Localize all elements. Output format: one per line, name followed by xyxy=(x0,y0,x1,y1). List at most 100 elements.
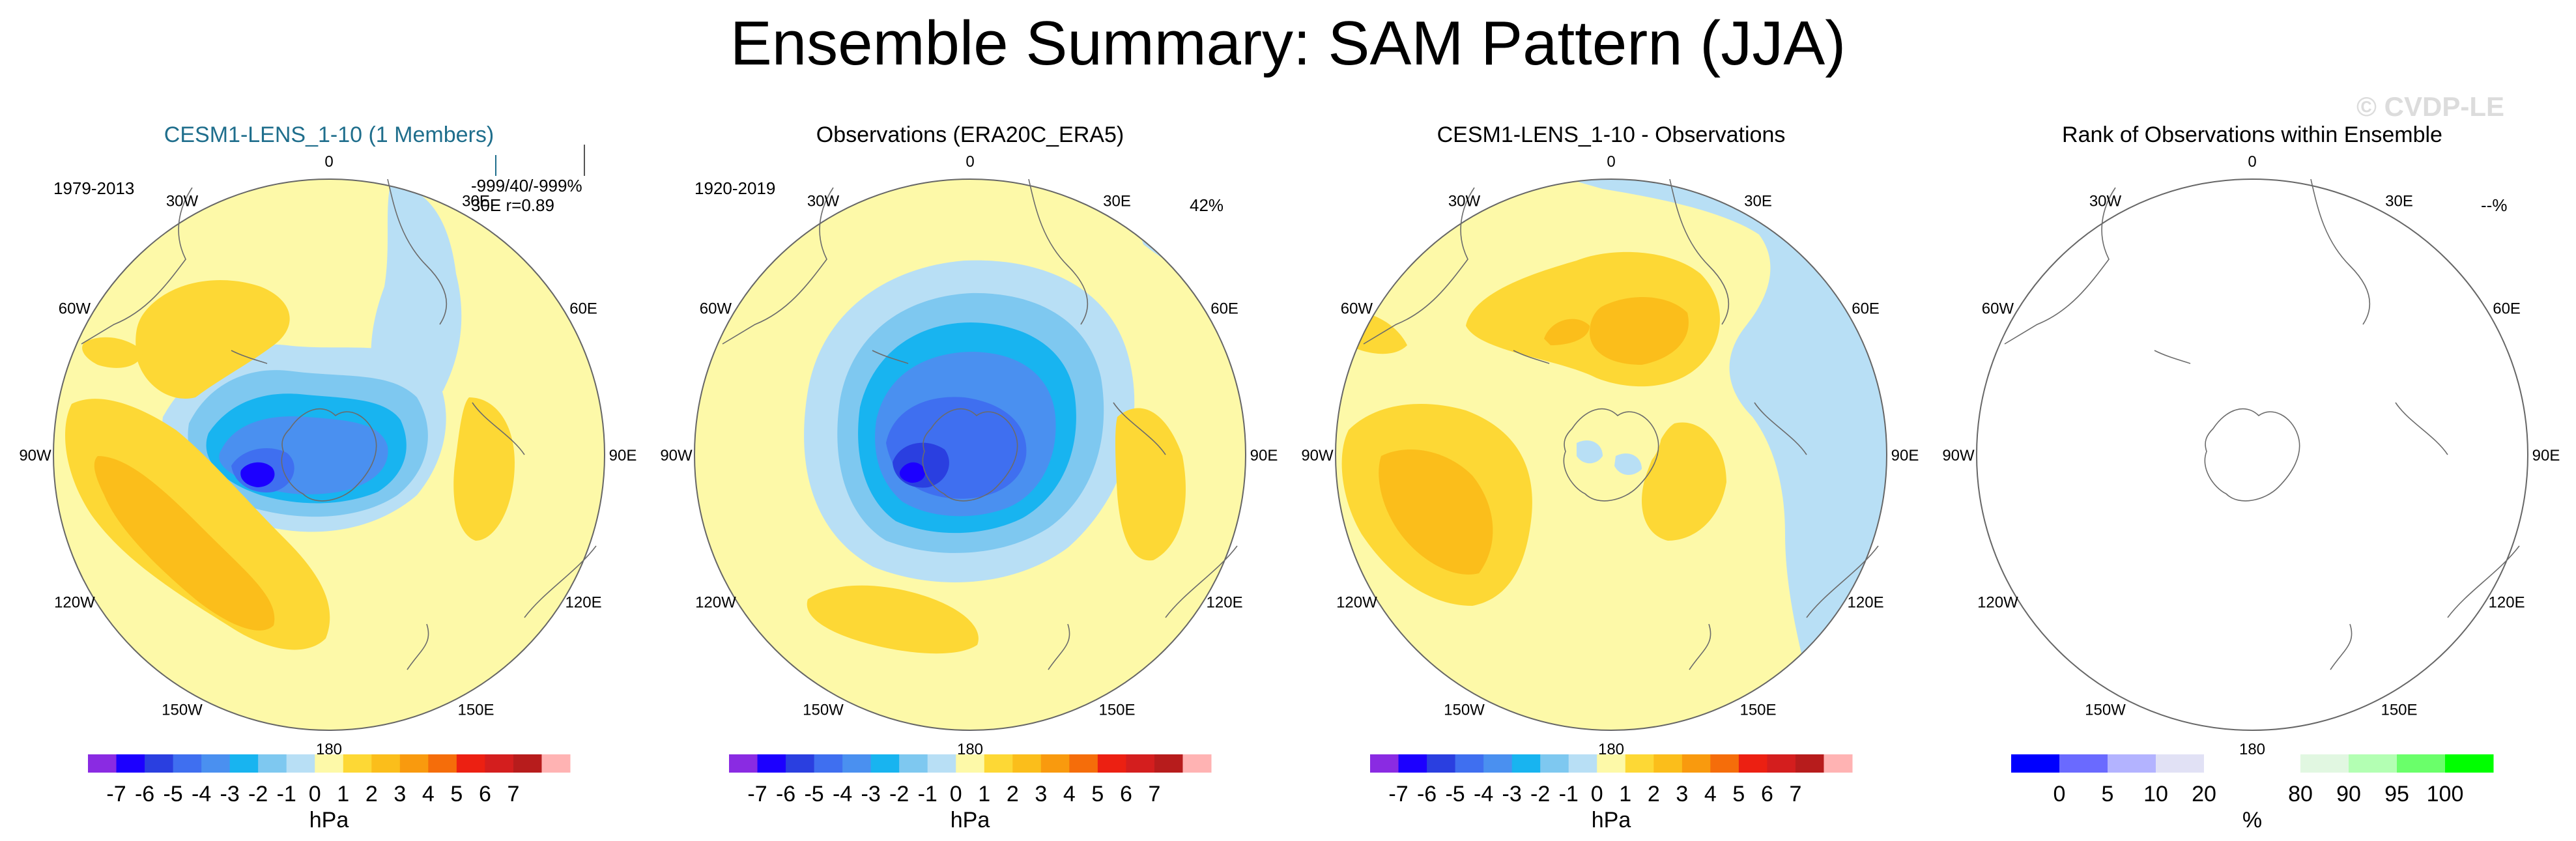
colorbar-swatch xyxy=(485,754,514,773)
colorbar-unit: % xyxy=(2242,808,2262,833)
lon-label: 30E xyxy=(462,192,490,210)
coastline-group xyxy=(722,178,1238,670)
coastline xyxy=(2154,350,2191,364)
watermark: © CVDP-LE xyxy=(2356,91,2504,122)
colorbar-label: 5 xyxy=(450,782,463,806)
colorbar-label: 7 xyxy=(507,782,519,806)
lon-label: 60E xyxy=(2493,300,2521,318)
colorbar-swatch xyxy=(201,754,231,773)
colorbar-label: -3 xyxy=(861,782,881,806)
colorbar-swatch xyxy=(2059,754,2108,773)
colorbar-swatch xyxy=(1767,754,1796,773)
coastlines xyxy=(81,178,2520,670)
colorbar-swatch xyxy=(1653,754,1683,773)
lon-label: 150W xyxy=(803,702,844,719)
colorbar-swatch xyxy=(2204,754,2253,773)
stats-label: 42% xyxy=(1190,195,1224,215)
colorbar-swatch xyxy=(1040,754,1070,773)
colorbar-swatch xyxy=(1568,754,1597,773)
panel-title: CESM1-LENS_1-10 - Observations xyxy=(1437,122,1786,147)
coastline xyxy=(2447,545,2520,618)
lon-label: 60W xyxy=(700,300,732,318)
colorbar-swatch xyxy=(1824,754,1853,773)
colorbar-label: -6 xyxy=(776,782,795,806)
lon-label: 0 xyxy=(966,153,974,171)
colorbar-swatch xyxy=(1427,754,1456,773)
colorbar-label: 7 xyxy=(1789,782,1801,806)
colorbar-label: -7 xyxy=(747,782,767,806)
lon-label: 120W xyxy=(1977,594,2018,612)
coastline xyxy=(2310,178,2371,325)
colorbar-swatch xyxy=(757,754,786,773)
lon-label: 120E xyxy=(2489,594,2525,612)
colorbar-label: 5 xyxy=(2102,782,2114,806)
colorbar-label: 4 xyxy=(1063,782,1076,806)
colorbar-swatch xyxy=(2252,754,2301,773)
lon-label: 120E xyxy=(1207,594,1243,612)
colorbar-swatch xyxy=(399,754,429,773)
colorbar-swatch xyxy=(2349,754,2397,773)
lon-label: 90W xyxy=(660,447,693,464)
colorbar-label: -2 xyxy=(1530,782,1550,806)
lon-label: 90W xyxy=(1301,447,1334,464)
coastline xyxy=(1689,623,1711,670)
coastline xyxy=(2330,623,2353,670)
colorbar-label: -3 xyxy=(1502,782,1522,806)
lon-label: 60W xyxy=(1982,300,2014,318)
coastline xyxy=(2004,187,2116,345)
colorbar-label: 0 xyxy=(2054,782,2066,806)
colorbar-label: -2 xyxy=(248,782,268,806)
colorbar-label: 1 xyxy=(337,782,349,806)
colorbar-swatch xyxy=(428,754,457,773)
colorbar-label: 6 xyxy=(479,782,491,806)
colorbar-label: -7 xyxy=(106,782,126,806)
colorbar-label: -6 xyxy=(135,782,154,806)
lon-label: 90E xyxy=(609,447,637,464)
coastline-group xyxy=(81,178,597,670)
coastline xyxy=(1513,350,1550,364)
colorbar-swatch xyxy=(1012,754,1042,773)
colorbar-swatch xyxy=(173,754,202,773)
colorbar-swatch xyxy=(2397,754,2446,773)
lon-label: 30E xyxy=(2385,192,2413,210)
colorbar-swatch xyxy=(870,754,900,773)
coastline xyxy=(1165,545,1238,618)
colorbar-label: 7 xyxy=(1148,782,1160,806)
lon-label: 30E xyxy=(1103,192,1131,210)
coastline xyxy=(1754,402,1807,455)
colorbar-label: 10 xyxy=(2143,782,2168,806)
lon-label: 120W xyxy=(54,594,95,612)
colorbar-label: 2 xyxy=(1007,782,1019,806)
coastline xyxy=(407,623,429,670)
lon-label: 0 xyxy=(2248,153,2256,171)
colorbar-swatch xyxy=(2300,754,2349,773)
colorbar-label: 1 xyxy=(1619,782,1631,806)
correlation-label: 30E r=0.89 xyxy=(471,195,554,215)
lon-label: 150E xyxy=(1098,702,1135,719)
lon-label: 150E xyxy=(457,702,494,719)
lon-label: 90W xyxy=(1942,447,1975,464)
lon-label: 60E xyxy=(569,300,597,318)
colorbar-label: -6 xyxy=(1417,782,1437,806)
colorbar-swatch xyxy=(456,754,485,773)
coastline xyxy=(2204,408,2300,502)
colorbar-label: 90 xyxy=(2336,782,2361,806)
colorbar-label: -1 xyxy=(1559,782,1579,806)
colorbar-swatch xyxy=(899,754,928,773)
colorbar-label: 0 xyxy=(309,782,321,806)
colorbar-swatch xyxy=(1455,754,1484,773)
colorbar-label: 2 xyxy=(365,782,378,806)
coastline xyxy=(1028,178,1089,325)
panel-title: Observations (ERA20C_ERA5) xyxy=(816,122,1124,147)
panel-title: Rank of Observations within Ensemble xyxy=(2062,122,2442,147)
coastline-group xyxy=(2004,178,2520,670)
panel-title: CESM1-LENS_1-10 (1 Members) xyxy=(164,122,494,147)
coastline xyxy=(1048,623,1070,670)
colorbar-label: 4 xyxy=(1704,782,1717,806)
figure-title: Ensemble Summary: SAM Pattern (JJA) xyxy=(730,8,1846,78)
colorbar-swatch xyxy=(1154,754,1183,773)
lon-label: 120E xyxy=(565,594,602,612)
colorbar-label: 3 xyxy=(1035,782,1047,806)
colorbar-label: -4 xyxy=(192,782,211,806)
colorbar-label: 2 xyxy=(1648,782,1660,806)
